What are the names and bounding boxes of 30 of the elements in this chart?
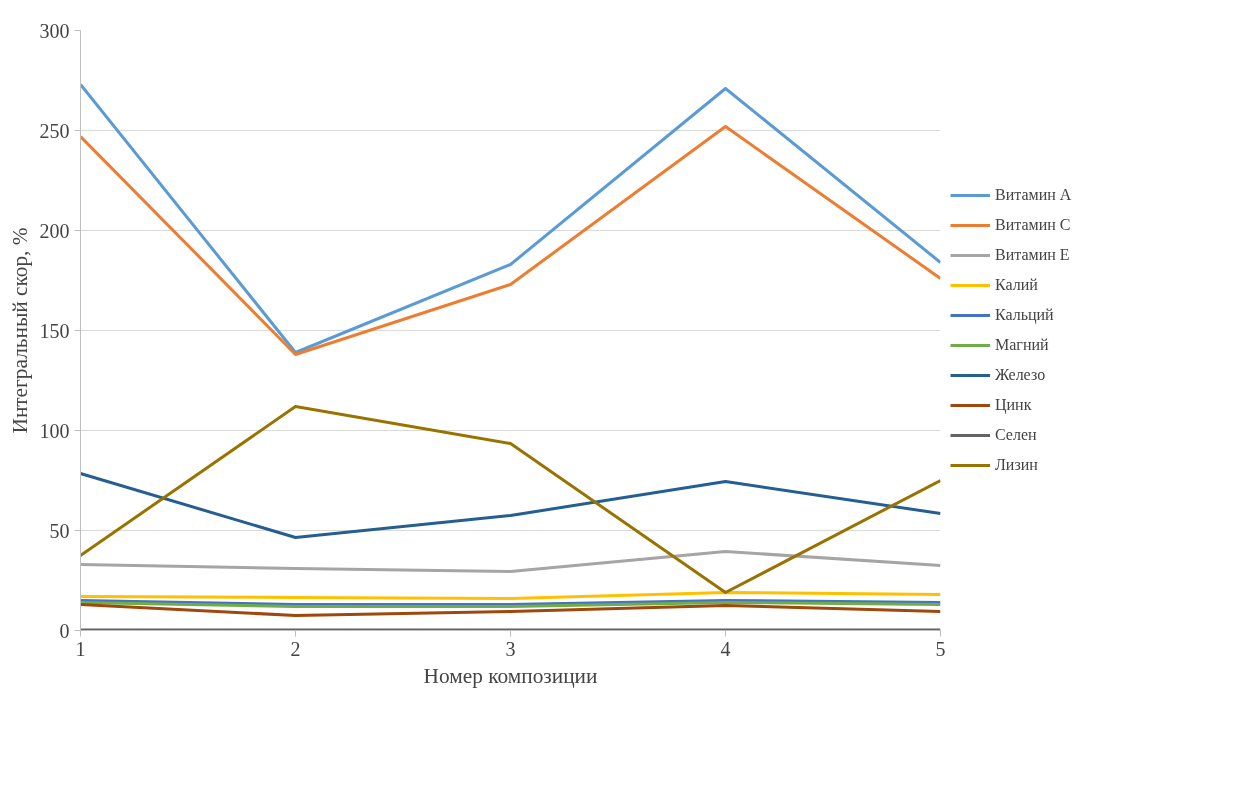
legend-label: Цинк — [995, 396, 1032, 414]
line-series — [80, 550, 941, 573]
y-tick-label: 200 — [39, 219, 70, 242]
line-series — [80, 125, 941, 356]
line-series — [80, 603, 941, 617]
line-series — [80, 83, 941, 354]
line-series — [80, 472, 941, 539]
y-tick-label: 50 — [49, 519, 70, 542]
x-tick-label: 2 — [290, 637, 301, 660]
legend-label: Кальций — [995, 306, 1054, 324]
legend-label: Железо — [995, 366, 1046, 384]
x-tick-label: 1 — [75, 637, 86, 660]
y-tick-label: 150 — [39, 319, 70, 342]
legend-label: Витамин С — [995, 216, 1071, 234]
legend-label: Селен — [995, 426, 1037, 444]
y-tick-label: 250 — [39, 119, 70, 142]
legend-label: Витамин А — [995, 186, 1072, 204]
legend-label: Витамин Е — [995, 246, 1070, 264]
y-tick-label: 100 — [39, 419, 70, 442]
y-axis-title: Интегральный скор, % — [7, 227, 32, 434]
x-tick-label: 5 — [935, 637, 946, 660]
legend-label: Лизин — [995, 456, 1038, 474]
x-tick-label: 4 — [720, 637, 731, 660]
y-tick-label: 0 — [59, 619, 70, 642]
x-axis-title: Номер композиции — [423, 663, 598, 688]
y-tick-label: 300 — [39, 19, 70, 42]
x-tick-label: 3 — [505, 637, 516, 660]
line-series — [80, 405, 941, 594]
legend-label: Калий — [995, 276, 1038, 294]
legend-label: Магний — [995, 336, 1049, 354]
